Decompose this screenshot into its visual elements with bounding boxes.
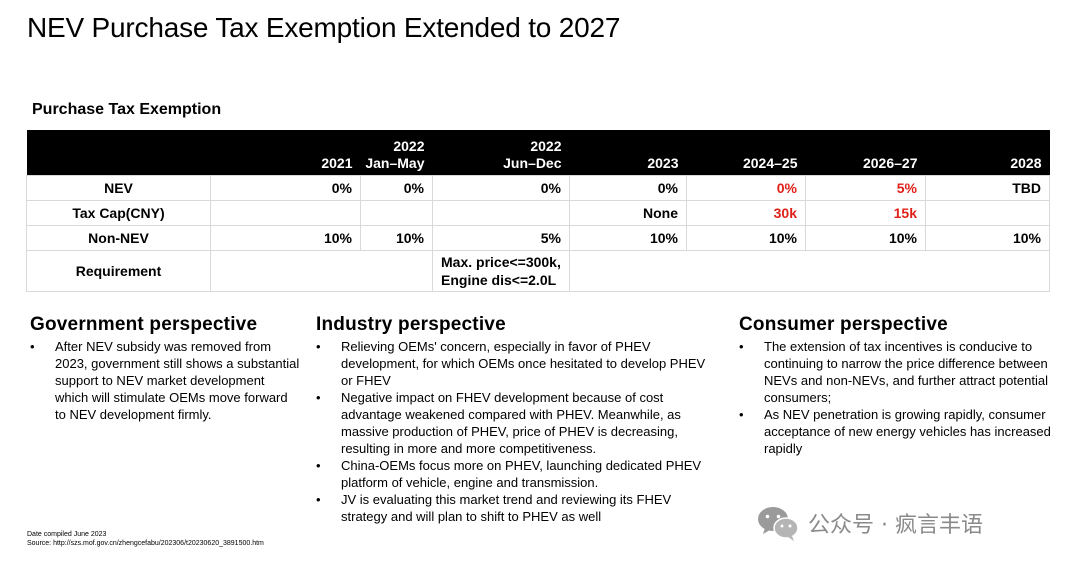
list-item: • The extension of tax incentives is cond… xyxy=(739,339,1048,405)
header-cell-2021: 2021 xyxy=(210,130,361,176)
table-cell-highlight: 15k xyxy=(805,200,926,226)
table-cell: None xyxy=(569,200,687,226)
table-cell: 5% xyxy=(432,225,570,251)
table-cell xyxy=(210,200,361,226)
table-cell: 10% xyxy=(569,225,687,251)
list-item: • As NEV penetration is growing rapidly, … xyxy=(739,407,1051,456)
row-label: NEV xyxy=(26,175,211,201)
table-cell-empty xyxy=(210,250,433,292)
header-cell-2023: 2023 xyxy=(569,130,687,176)
table-title: Purchase Tax Exemption xyxy=(32,101,222,118)
requirement-cell: Max. price<=300k, Engine dis<=2.0L xyxy=(432,250,570,292)
table-cell-highlight: 0% xyxy=(686,175,806,201)
wechat-icon xyxy=(758,507,799,541)
table-header-row: 2021 2022 Jan–May 2022 Jun–Dec 2023 2024–2… xyxy=(26,130,1050,176)
footnote-source: Source: http://szs.mof.gov.cn/zhengcefab… xyxy=(27,540,264,547)
consumer-perspective: Consumer perspective • The extension of t… xyxy=(739,314,1051,457)
bullet-icon: • xyxy=(316,339,321,354)
table-row-tax-cap: Tax Cap(CNY) None 30k 15k xyxy=(26,200,1050,226)
table-cell: 0% xyxy=(569,175,687,201)
consumer-bullets: • The extension of tax incentives is cond… xyxy=(739,338,1051,457)
list-item: • Negative impact on FHEV development bec… xyxy=(316,390,681,456)
page-title: NEV Purchase Tax Exemption Extended to 2… xyxy=(27,12,621,43)
list-item: • China-OEMs focus more on PHEV, launchin… xyxy=(316,458,702,490)
table-cell: 10% xyxy=(360,225,433,251)
watermark: 公众号 · 疯言丰语 xyxy=(756,504,983,542)
bullet-icon: • xyxy=(30,339,35,354)
table-cell xyxy=(360,200,433,226)
industry-heading: Industry perspective xyxy=(316,314,506,335)
table-cell xyxy=(925,200,1050,226)
table-row-non-nev: Non-NEV 10% 10% 5% 10% 10% 10% 10% xyxy=(26,225,1050,251)
industry-bullets: • Relieving OEMs' concern, especially in … xyxy=(316,338,708,525)
table-cell xyxy=(432,200,570,226)
footnote: Date compiled June 2023 Source: http://s… xyxy=(27,530,264,548)
table-cell-highlight: 5% xyxy=(805,175,926,201)
row-label: Non-NEV xyxy=(26,225,211,251)
table-cell-empty xyxy=(569,250,1050,292)
industry-perspective: Industry perspective • Relieving OEMs' co… xyxy=(316,314,708,525)
government-bullets: • After NEV subsidy was removed from 2023… xyxy=(30,338,300,423)
table-row-nev: NEV 0% 0% 0% 0% 0% 5% TBD xyxy=(26,175,1050,201)
table-cell: 0% xyxy=(210,175,361,201)
table-cell: 0% xyxy=(360,175,433,201)
bullet-icon: • xyxy=(739,407,744,422)
government-perspective: Government perspective • After NEV subsid… xyxy=(30,314,300,423)
list-item: • JV is evaluating this market trend and … xyxy=(316,492,672,524)
table-cell: 0% xyxy=(432,175,570,201)
bullet-icon: • xyxy=(316,390,321,405)
bullet-icon: • xyxy=(316,492,321,507)
bullet-icon: • xyxy=(316,458,321,473)
header-cell-2024-25: 2024–25 xyxy=(686,130,806,176)
bullet-icon: • xyxy=(739,339,744,354)
government-heading: Government perspective xyxy=(30,314,258,335)
tax-exemption-table: 2021 2022 Jan–May 2022 Jun–Dec 2023 2024–2… xyxy=(26,130,1050,292)
consumer-heading: Consumer perspective xyxy=(739,314,948,335)
list-item: • After NEV subsidy was removed from 2023… xyxy=(30,339,300,422)
table-cell: TBD xyxy=(925,175,1050,201)
table-cell: 10% xyxy=(210,225,361,251)
list-item: • Relieving OEMs' concern, especially in … xyxy=(316,339,706,388)
header-cell-label xyxy=(26,130,211,176)
footnote-date: Date compiled June 2023 xyxy=(27,531,107,538)
header-cell-2028: 2028 xyxy=(925,130,1050,176)
row-label: Requirement xyxy=(26,250,211,292)
table-cell-highlight: 30k xyxy=(686,200,806,226)
header-cell-2026-27: 2026–27 xyxy=(805,130,926,176)
table-cell: 10% xyxy=(805,225,926,251)
table-row-requirement: Requirement Max. price<=300k, Engine dis… xyxy=(26,250,1050,292)
header-cell-2022-jan-may: 2022 Jan–May xyxy=(360,130,433,176)
header-cell-2022-jun-dec: 2022 Jun–Dec xyxy=(432,130,570,176)
table-cell: 10% xyxy=(925,225,1050,251)
row-label: Tax Cap(CNY) xyxy=(26,200,211,226)
watermark-text: 公众号 · 疯言丰语 xyxy=(808,513,983,538)
table-cell: 10% xyxy=(686,225,806,251)
